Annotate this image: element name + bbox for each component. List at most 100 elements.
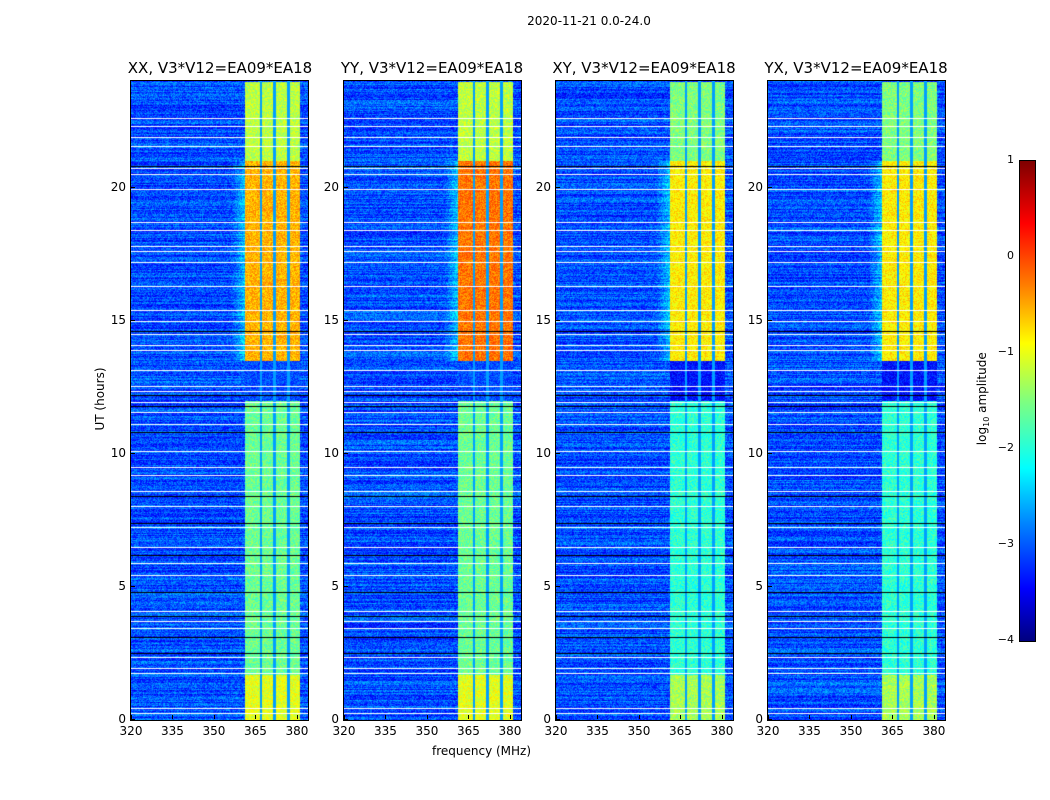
y-tick-label: 10 xyxy=(747,445,763,460)
heatmap-yx xyxy=(768,81,945,720)
y-tick-mark xyxy=(131,319,135,321)
y-tick-label: 15 xyxy=(323,312,339,327)
y-tick-mark xyxy=(344,719,348,720)
x-tick-label: 335 xyxy=(798,724,821,738)
x-tick-mark xyxy=(509,715,511,719)
x-tick-mark xyxy=(556,715,557,719)
y-tick-mark xyxy=(556,186,560,188)
y-tick-label: 0 xyxy=(755,712,763,726)
x-tick-mark xyxy=(933,715,935,719)
y-tick-mark xyxy=(768,719,772,720)
y-tick-label: 0 xyxy=(331,712,339,726)
x-tick-label: 335 xyxy=(586,724,609,738)
x-tick-mark xyxy=(296,715,298,719)
x-tick-label: 365 xyxy=(669,724,692,738)
y-tick-label: 20 xyxy=(535,179,551,194)
y-tick-mark xyxy=(556,719,560,720)
y-tick-mark xyxy=(131,186,135,188)
y-tick-label: 15 xyxy=(110,312,126,327)
x-tick-mark xyxy=(344,715,345,719)
y-tick-label: 15 xyxy=(535,312,551,327)
panel-title-xy: XY, V3*V12=EA09*EA18 xyxy=(552,59,736,77)
x-tick-label: 350 xyxy=(627,724,651,738)
x-tick-label: 380 xyxy=(922,724,946,738)
x-tick-label: 350 xyxy=(415,724,439,738)
x-tick-mark xyxy=(850,715,852,719)
x-tick-mark xyxy=(385,715,387,719)
colorbar-tick-label: −1 xyxy=(997,345,1014,358)
heatmap-yy xyxy=(344,81,521,720)
x-tick-mark xyxy=(809,715,811,719)
x-tick-label: 365 xyxy=(881,724,904,738)
y-tick-mark xyxy=(344,585,348,587)
colorbar-label-sub: 10 xyxy=(982,416,992,427)
y-tick-label: 5 xyxy=(331,578,339,593)
y-tick-label: 0 xyxy=(118,712,126,726)
colorbar-tick-label: 1 xyxy=(1007,153,1014,166)
x-tick-label: 350 xyxy=(839,724,863,738)
colorbar-tick-label: −4 xyxy=(997,633,1014,646)
y-tick-mark xyxy=(768,186,772,188)
y-tick-mark xyxy=(556,452,560,454)
heatmap-panel-xx xyxy=(130,80,309,721)
x-tick-label: 320 xyxy=(544,724,568,738)
y-tick-label: 5 xyxy=(755,578,763,593)
y-tick-mark xyxy=(131,719,135,720)
x-tick-label: 380 xyxy=(285,724,309,738)
colorbar-label: log10 amplitude xyxy=(974,352,992,445)
y-tick-mark xyxy=(131,585,135,587)
y-tick-mark xyxy=(556,319,560,321)
colorbar-tick-label: −2 xyxy=(997,441,1014,454)
x-tick-label: 335 xyxy=(161,724,184,738)
panel-title-xx: XX, V3*V12=EA09*EA18 xyxy=(127,59,313,77)
y-tick-mark xyxy=(344,452,348,454)
x-tick-label: 365 xyxy=(244,724,267,738)
y-tick-label: 10 xyxy=(323,445,339,460)
y-tick-label: 10 xyxy=(110,445,126,460)
heatmap-xx xyxy=(131,81,308,720)
y-tick-mark xyxy=(131,452,135,454)
y-tick-label: 20 xyxy=(323,179,339,194)
y-tick-label: 5 xyxy=(118,578,126,593)
y-tick-label: 15 xyxy=(747,312,763,327)
x-tick-mark xyxy=(213,715,215,719)
y-tick-mark xyxy=(556,585,560,587)
x-tick-mark xyxy=(721,715,723,719)
x-tick-label: 380 xyxy=(498,724,522,738)
heatmap-panel-yy xyxy=(343,80,522,721)
y-tick-label: 10 xyxy=(535,445,551,460)
x-tick-mark xyxy=(680,715,682,719)
y-tick-mark xyxy=(344,186,348,188)
colorbar-tick-label: 0 xyxy=(1007,249,1014,262)
heatmap-xy xyxy=(556,81,733,720)
y-tick-mark xyxy=(344,319,348,321)
x-tick-mark xyxy=(255,715,257,719)
x-tick-mark xyxy=(597,715,599,719)
x-tick-label: 350 xyxy=(202,724,226,738)
x-tick-label: 380 xyxy=(710,724,734,738)
figure-title: 2020-11-21 0.0-24.0 xyxy=(527,14,651,28)
x-tick-label: 320 xyxy=(756,724,780,738)
x-tick-mark xyxy=(131,715,132,719)
x-tick-label: 335 xyxy=(374,724,397,738)
panel-title-yy: YY, V3*V12=EA09*EA18 xyxy=(340,59,524,77)
heatmap-panel-yx xyxy=(767,80,946,721)
x-axis-label: frequency (MHz) xyxy=(432,744,532,758)
colorbar-tick-label: −3 xyxy=(997,537,1014,550)
y-tick-label: 20 xyxy=(747,179,763,194)
y-tick-label: 20 xyxy=(110,179,126,194)
x-tick-label: 320 xyxy=(119,724,143,738)
colorbar xyxy=(1019,160,1036,642)
x-tick-label: 320 xyxy=(332,724,356,738)
x-tick-mark xyxy=(172,715,174,719)
y-axis-label: UT (hours) xyxy=(93,367,107,431)
y-tick-mark xyxy=(768,585,772,587)
y-tick-mark xyxy=(768,319,772,321)
x-tick-label: 365 xyxy=(457,724,480,738)
x-tick-mark xyxy=(892,715,894,719)
colorbar-label-rest: amplitude xyxy=(974,352,989,417)
heatmap-panel-xy xyxy=(555,80,734,721)
y-tick-label: 5 xyxy=(543,578,551,593)
x-tick-mark xyxy=(468,715,470,719)
